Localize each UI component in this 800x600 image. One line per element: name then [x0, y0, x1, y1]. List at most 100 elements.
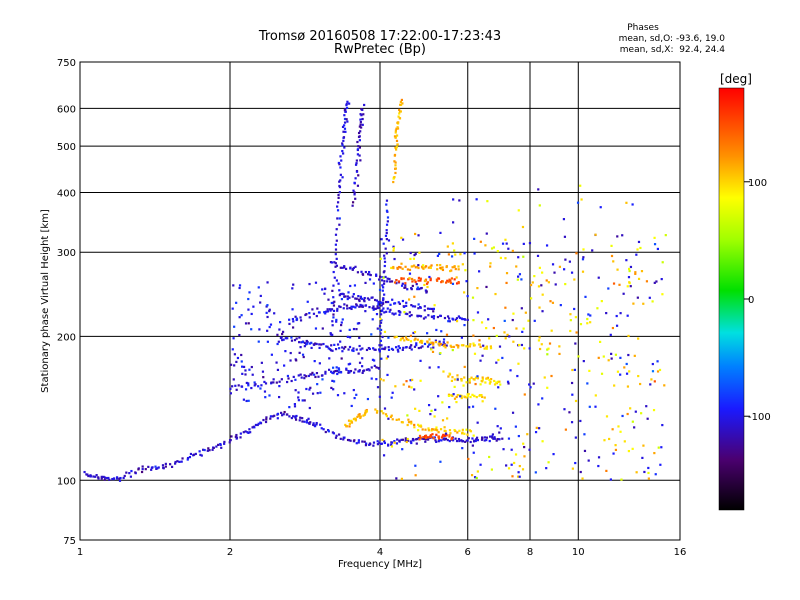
echo-point	[441, 419, 445, 422]
echo-point	[130, 469, 133, 473]
echo-point	[452, 198, 455, 201]
echo-point	[545, 279, 548, 282]
echo-point	[432, 437, 435, 440]
echo-point	[419, 346, 422, 349]
echo-point	[330, 386, 333, 390]
echo-point	[248, 368, 251, 371]
echo-point	[294, 389, 297, 392]
echo-point	[489, 435, 492, 438]
echo-point	[356, 415, 359, 419]
echo-point	[385, 203, 388, 206]
echo-point	[368, 298, 371, 301]
echo-point	[433, 304, 436, 307]
echo-point	[541, 440, 544, 443]
echo-point	[399, 266, 402, 269]
echo-point	[414, 438, 418, 441]
echo-point	[439, 342, 442, 346]
echo-point	[354, 418, 357, 421]
echo-point	[506, 333, 509, 336]
echo-point	[404, 336, 408, 339]
echo-point	[352, 305, 355, 308]
echo-point	[404, 282, 407, 285]
echo-point	[398, 108, 401, 112]
echo-point	[407, 418, 410, 421]
echo-point	[475, 476, 478, 480]
echo-point	[293, 338, 297, 342]
x-tick-label: 4	[377, 547, 383, 558]
echo-point	[431, 350, 435, 353]
echo-point	[312, 423, 315, 426]
echo-point	[635, 471, 638, 474]
echo-point	[597, 464, 600, 468]
echo-point	[361, 357, 364, 360]
echo-point	[358, 361, 362, 364]
echo-point	[528, 448, 531, 451]
echo-point	[336, 394, 340, 397]
echo-point	[103, 476, 107, 479]
echo-point	[395, 418, 398, 421]
echo-point	[337, 161, 340, 165]
echo-point	[453, 378, 456, 381]
echo-point	[372, 282, 375, 285]
echo-point	[263, 380, 266, 384]
echo-point	[627, 334, 630, 338]
echo-point	[259, 294, 262, 298]
echo-point	[346, 120, 349, 123]
echo-point	[358, 125, 361, 128]
echo-point	[451, 436, 454, 440]
echo-point	[259, 301, 262, 304]
echo-point	[338, 289, 341, 292]
echo-point	[573, 368, 577, 371]
echo-point	[298, 419, 301, 422]
echo-point	[257, 340, 260, 343]
echo-point	[383, 330, 387, 333]
echo-point	[659, 463, 662, 466]
echo-point	[244, 322, 248, 325]
chart-title: Tromsø 20160508 17:22:00-17:23:43	[258, 29, 501, 44]
echo-point	[390, 445, 394, 448]
echo-point	[241, 365, 244, 368]
echo-point	[238, 316, 241, 319]
echo-point	[421, 345, 424, 348]
echo-point	[174, 462, 177, 465]
echo-point	[374, 408, 377, 411]
echo-point	[551, 263, 555, 266]
echo-point	[411, 305, 415, 308]
echo-point	[448, 317, 451, 320]
echo-point	[346, 297, 349, 301]
echo-point	[473, 476, 477, 479]
echo-point	[579, 470, 582, 474]
echo-point	[338, 184, 341, 188]
echo-point	[339, 437, 342, 440]
echo-point	[448, 439, 451, 443]
echo-point	[303, 345, 306, 348]
echo-point	[361, 371, 364, 375]
echo-point	[357, 131, 361, 135]
echo-point	[394, 167, 397, 170]
echo-point	[507, 247, 510, 250]
echo-point	[404, 286, 407, 289]
echo-point	[611, 428, 614, 431]
echo-point	[625, 362, 628, 366]
stats-line-x: mean, sd,X: 92.4, 24.4	[620, 45, 726, 55]
echo-point	[547, 461, 550, 464]
echo-point	[359, 297, 362, 300]
echo-point	[392, 180, 395, 184]
echo-point	[637, 374, 640, 378]
echo-point	[660, 446, 663, 449]
echo-point	[413, 305, 417, 308]
echo-point	[538, 306, 541, 309]
echo-point	[259, 421, 262, 424]
echo-point	[338, 294, 341, 297]
echo-point	[378, 344, 381, 347]
echo-point	[646, 417, 649, 420]
echo-point	[573, 307, 576, 311]
echo-point	[520, 278, 523, 281]
echo-point	[571, 368, 574, 372]
echo-point	[409, 334, 413, 337]
echo-point	[223, 440, 226, 444]
echo-point	[432, 346, 435, 349]
echo-point	[483, 396, 486, 399]
echo-point	[328, 357, 331, 360]
echo-point	[332, 388, 335, 391]
